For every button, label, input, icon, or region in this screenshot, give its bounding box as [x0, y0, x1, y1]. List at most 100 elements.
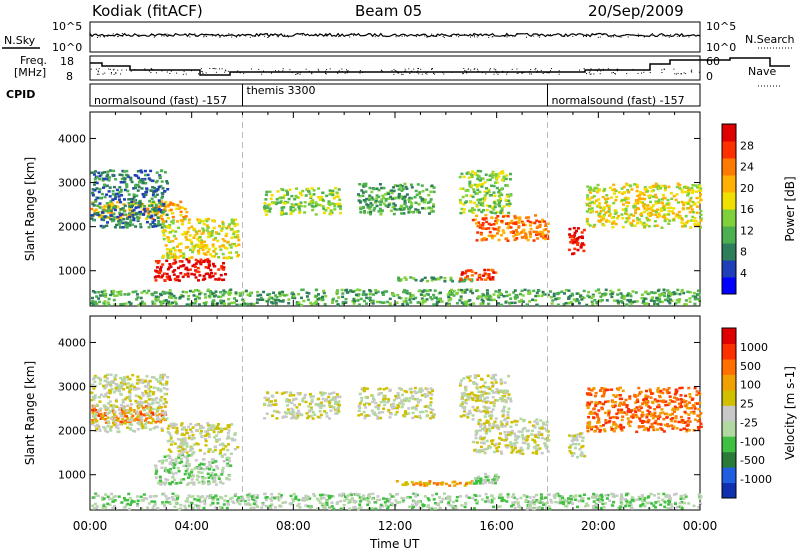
range-cell	[674, 292, 678, 295]
range-cell	[183, 472, 187, 476]
range-cell	[222, 268, 226, 271]
range-cell	[90, 207, 94, 211]
range-cell	[102, 186, 105, 189]
range-cell	[211, 262, 215, 266]
range-cell	[362, 410, 366, 414]
range-cell	[332, 391, 336, 394]
range-cell	[509, 226, 513, 229]
range-cell	[410, 205, 413, 208]
range-cell	[640, 214, 644, 218]
range-cell	[605, 200, 609, 204]
range-cell	[517, 430, 521, 433]
range-cell	[497, 289, 501, 292]
range-cell	[501, 215, 505, 218]
range-cell	[382, 398, 385, 401]
range-cell	[497, 201, 501, 205]
range-cell	[627, 215, 631, 218]
range-cell	[485, 294, 489, 297]
range-cell	[421, 190, 425, 193]
range-cell	[497, 226, 501, 229]
nave-point	[607, 68, 609, 70]
range-cell	[626, 189, 630, 192]
range-cell	[178, 279, 181, 282]
range-cell	[114, 386, 118, 390]
range-cell	[168, 226, 172, 229]
range-cell	[593, 223, 597, 227]
range-cell	[214, 483, 218, 486]
range-cell	[219, 248, 223, 251]
range-cell	[91, 421, 95, 424]
range-cell	[522, 228, 526, 232]
range-cell	[320, 297, 324, 300]
range-cell	[140, 171, 144, 174]
range-cell	[158, 413, 162, 416]
range-cell	[419, 293, 423, 296]
range-cell	[163, 205, 167, 208]
range-cell	[606, 197, 610, 200]
nave-point	[536, 71, 538, 73]
range-cell	[100, 211, 104, 214]
range-cell	[687, 192, 691, 195]
range-cell	[241, 298, 245, 301]
range-cell	[292, 416, 296, 419]
range-cell	[541, 231, 545, 234]
range-cell	[696, 289, 700, 292]
range-cell	[180, 422, 184, 425]
range-cell	[264, 198, 268, 201]
range-cell	[112, 405, 116, 408]
range-cell	[97, 414, 101, 417]
range-cell	[501, 229, 505, 232]
range-cell	[195, 429, 198, 432]
range-cell	[212, 238, 216, 241]
range-cell	[282, 391, 286, 394]
range-cell	[294, 397, 298, 401]
nsearch-point	[228, 33, 230, 35]
range-cell	[196, 238, 200, 241]
nsearch-point	[456, 35, 458, 37]
range-cell	[540, 294, 544, 298]
range-cell	[665, 213, 669, 216]
range-cell	[212, 250, 216, 253]
range-cell	[450, 292, 454, 295]
range-cell	[690, 191, 694, 195]
range-cell	[479, 449, 483, 452]
range-cell	[134, 202, 138, 205]
range-cell	[502, 205, 506, 208]
range-cell	[148, 210, 152, 213]
range-cell	[91, 300, 95, 303]
nsearch-point	[219, 36, 221, 38]
range-cell	[170, 480, 174, 484]
range-cell	[296, 409, 300, 413]
range-cell	[484, 213, 488, 217]
nave-point	[416, 72, 418, 74]
range-cell	[288, 394, 292, 397]
range-cell	[145, 217, 148, 220]
range-cell	[497, 175, 501, 178]
range-cell	[699, 198, 703, 202]
range-cell	[211, 275, 215, 278]
range-cell	[647, 207, 651, 210]
range-cell	[170, 425, 174, 428]
range-cell	[360, 399, 364, 403]
range-cell	[503, 425, 507, 428]
range-cell	[401, 393, 404, 397]
range-cell	[129, 218, 133, 222]
range-cell	[452, 289, 456, 293]
range-cell	[94, 170, 97, 173]
range-cell	[169, 230, 173, 234]
range-cell	[397, 196, 401, 200]
range-cell	[230, 236, 234, 240]
range-cell	[212, 430, 216, 434]
range-cell	[137, 185, 141, 189]
range-cell	[335, 203, 339, 206]
range-cell	[617, 288, 621, 292]
nave-point	[535, 68, 537, 69]
nave-point	[117, 69, 119, 71]
range-cell	[159, 420, 162, 424]
scatter-region	[458, 169, 513, 215]
range-cell	[139, 225, 143, 229]
range-cell	[357, 414, 361, 417]
range-cell	[292, 295, 296, 298]
range-cell	[141, 203, 145, 206]
nave-point	[90, 68, 92, 70]
